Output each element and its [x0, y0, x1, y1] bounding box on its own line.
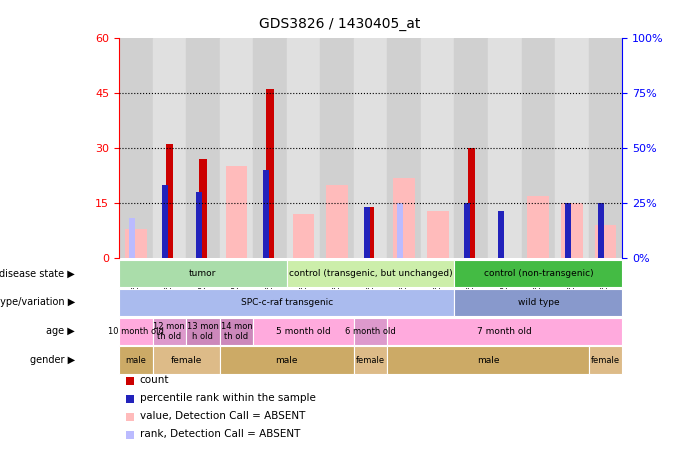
Bar [267, 89, 273, 258]
Text: 13 mon
h old: 13 mon h old [187, 322, 219, 341]
Bar [397, 203, 403, 258]
Bar [263, 170, 269, 258]
Bar [196, 203, 202, 258]
Text: percentile rank within the sample: percentile rank within the sample [140, 393, 316, 403]
Bar [253, 38, 287, 258]
Text: count: count [140, 375, 169, 385]
Bar [498, 210, 504, 258]
Bar [354, 38, 388, 258]
Bar [598, 237, 605, 258]
Bar [364, 207, 370, 258]
Text: 5 month old: 5 month old [276, 327, 331, 336]
Bar [152, 38, 186, 258]
Text: 6 month old: 6 month old [345, 327, 396, 336]
Text: SPC-c-raf transgenic: SPC-c-raf transgenic [241, 298, 333, 307]
Text: 7 month old: 7 month old [477, 327, 532, 336]
Text: genotype/variation ▶: genotype/variation ▶ [0, 297, 75, 308]
Bar [488, 38, 522, 258]
Bar [522, 38, 555, 258]
Bar [565, 203, 571, 258]
Text: rank, Detection Call = ABSENT: rank, Detection Call = ABSENT [140, 429, 300, 439]
Bar [367, 207, 374, 258]
Text: tumor: tumor [189, 269, 216, 278]
Text: 14 mon
th old: 14 mon th old [220, 322, 252, 341]
Text: female: female [171, 356, 202, 365]
Text: control (transgenic, but unchanged): control (transgenic, but unchanged) [289, 269, 452, 278]
Bar [292, 214, 314, 258]
Text: disease state ▶: disease state ▶ [0, 268, 75, 279]
Bar [388, 38, 421, 258]
Bar [163, 185, 169, 258]
Bar [464, 203, 471, 258]
Text: male: male [275, 356, 298, 365]
Bar [166, 145, 173, 258]
Bar [555, 38, 589, 258]
Bar [589, 38, 622, 258]
Text: male: male [125, 356, 146, 365]
Bar [468, 148, 475, 258]
Bar [598, 203, 605, 258]
Bar [561, 203, 583, 258]
Text: male: male [477, 356, 499, 365]
Text: control (non-transgenic): control (non-transgenic) [483, 269, 593, 278]
Bar [129, 218, 135, 258]
Text: wild type: wild type [517, 298, 559, 307]
Bar [454, 38, 488, 258]
Text: GDS3826 / 1430405_at: GDS3826 / 1430405_at [259, 17, 421, 31]
Bar [393, 178, 415, 258]
Text: 10 month old: 10 month old [108, 327, 164, 336]
Bar [196, 192, 202, 258]
Text: female: female [591, 356, 620, 365]
Bar [421, 38, 454, 258]
Text: gender ▶: gender ▶ [30, 355, 75, 365]
Text: 12 mon
th old: 12 mon th old [154, 322, 185, 341]
Bar [125, 229, 147, 258]
Text: age ▶: age ▶ [46, 326, 75, 337]
Bar [528, 196, 549, 258]
Bar [427, 210, 449, 258]
Bar [594, 225, 616, 258]
Bar [199, 159, 207, 258]
Text: female: female [356, 356, 385, 365]
Bar [220, 38, 253, 258]
Bar [326, 185, 348, 258]
Bar [287, 38, 320, 258]
Bar [186, 38, 220, 258]
Bar [320, 38, 354, 258]
Bar [119, 38, 152, 258]
Bar [226, 166, 248, 258]
Text: value, Detection Call = ABSENT: value, Detection Call = ABSENT [140, 411, 305, 421]
